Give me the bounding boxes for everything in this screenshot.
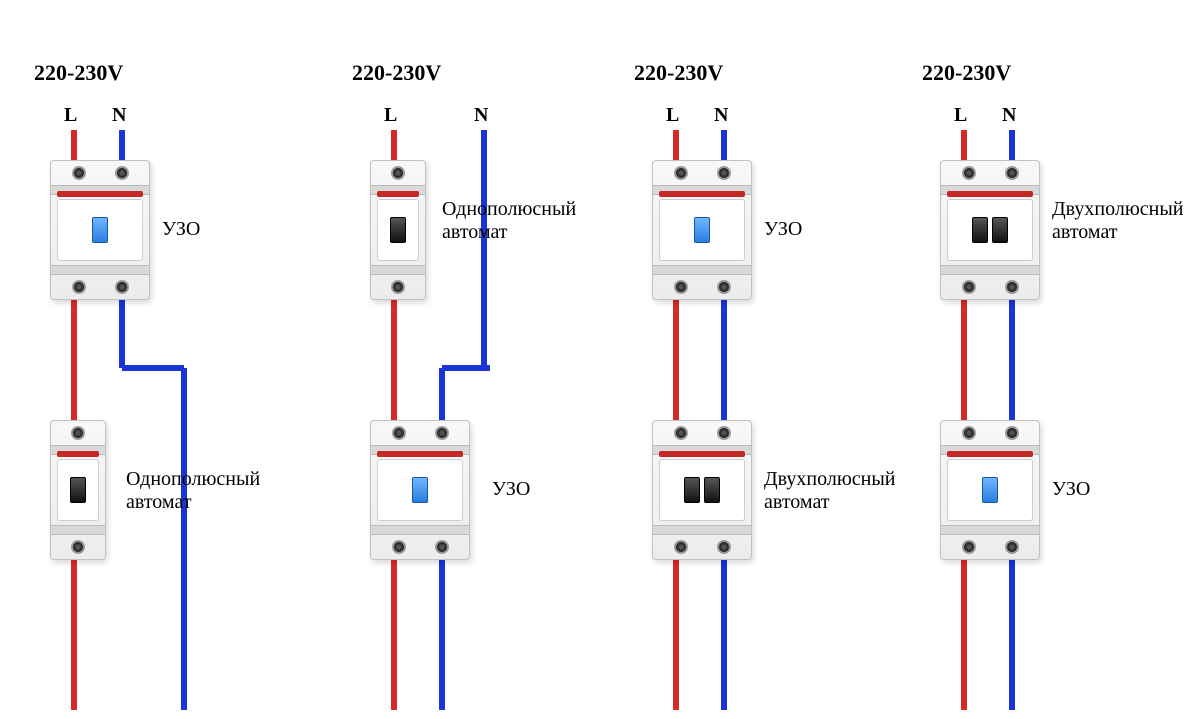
wire-N <box>119 300 125 368</box>
device-label: УЗО <box>492 478 530 501</box>
toggle-icon <box>412 477 428 503</box>
device-mcb_2p <box>940 160 1040 300</box>
toggle-icon <box>684 477 700 503</box>
wire-N <box>721 560 727 710</box>
device-uzo_2p <box>940 420 1040 560</box>
wire-L <box>961 130 967 160</box>
device-label: УЗО <box>764 218 802 241</box>
voltage-title: 220-230V <box>634 60 723 86</box>
wire-N <box>122 365 184 371</box>
device-label: Однополюсный автомат <box>126 468 260 514</box>
voltage-title: 220-230V <box>34 60 123 86</box>
wire-N <box>481 130 487 368</box>
wire-L <box>673 130 679 160</box>
voltage-title: 220-230V <box>922 60 1011 86</box>
terminal-label-L: L <box>64 104 77 127</box>
voltage-title: 220-230V <box>352 60 441 86</box>
wire-N <box>181 368 187 710</box>
terminal-label-L: L <box>666 104 679 127</box>
wire-L <box>961 560 967 710</box>
wiring-column-0: 220-230V L N УЗО Однополюсный автомат <box>14 0 314 719</box>
device-label: Двухполюсный автомат <box>764 468 895 514</box>
toggle-icon <box>972 217 988 243</box>
device-label: УЗО <box>1052 478 1090 501</box>
wiring-column-3: 220-230V L N Двухполюсный автомат УЗО <box>902 0 1200 719</box>
wire-L <box>71 560 77 710</box>
toggle-icon <box>92 217 108 243</box>
device-uzo_2p <box>50 160 150 300</box>
device-label: УЗО <box>162 218 200 241</box>
toggle-icon <box>982 477 998 503</box>
wire-N <box>721 130 727 160</box>
wire-N <box>1009 130 1015 160</box>
device-mcb_2p <box>652 420 752 560</box>
toggle-icon <box>992 217 1008 243</box>
wire-N <box>442 365 490 371</box>
wire-L <box>391 560 397 710</box>
device-label: Двухполюсный автомат <box>1052 198 1183 244</box>
device-label: Однополюсный автомат <box>442 198 576 244</box>
wire-L <box>961 300 967 420</box>
toggle-icon <box>704 477 720 503</box>
wiring-column-2: 220-230V L N УЗО Двухполюсный автомат <box>614 0 914 719</box>
wire-N <box>439 560 445 710</box>
wire-N <box>721 300 727 420</box>
toggle-icon <box>390 217 406 243</box>
terminal-label-L: L <box>384 104 397 127</box>
terminal-label-N: N <box>714 104 728 127</box>
wire-L <box>673 300 679 420</box>
wire-L <box>391 130 397 160</box>
terminal-label-N: N <box>112 104 126 127</box>
wire-L <box>673 560 679 710</box>
wire-L <box>391 300 397 420</box>
wire-N <box>119 130 125 160</box>
device-uzo_2p <box>370 420 470 560</box>
terminal-label-L: L <box>954 104 967 127</box>
terminal-label-N: N <box>474 104 488 127</box>
toggle-icon <box>694 217 710 243</box>
wire-N <box>439 368 445 420</box>
device-uzo_2p <box>652 160 752 300</box>
wire-N <box>1009 300 1015 420</box>
device-mcb_1p <box>370 160 426 300</box>
terminal-label-N: N <box>1002 104 1016 127</box>
device-mcb_1p <box>50 420 106 560</box>
wiring-column-1: 220-230V L N Однополюсный автомат УЗО <box>332 0 632 719</box>
wire-L <box>71 300 77 420</box>
wire-L <box>71 130 77 160</box>
toggle-icon <box>70 477 86 503</box>
wire-N <box>1009 560 1015 710</box>
